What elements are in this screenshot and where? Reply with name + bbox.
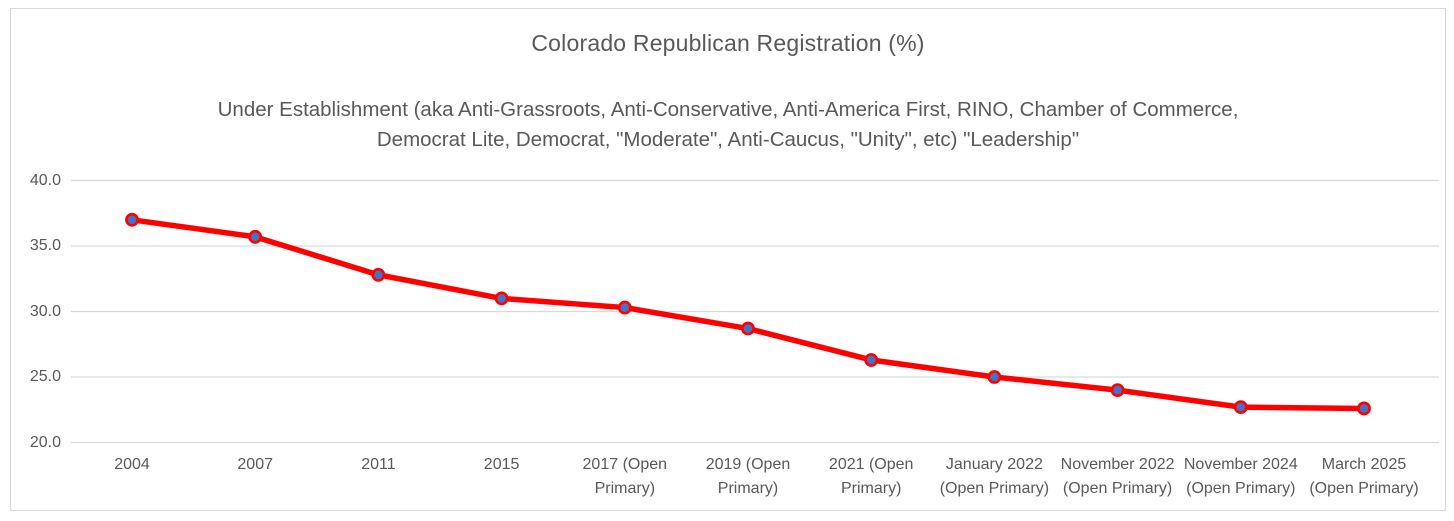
chart-subtitle: Under Establishment (aka Anti-Grassroots… bbox=[11, 95, 1445, 155]
x-tick-label: 2019 (Open Primary) bbox=[682, 453, 814, 501]
data-point-marker bbox=[494, 291, 509, 306]
x-tick-label-line: 2011 bbox=[361, 456, 396, 473]
x-tick-label-line: Primary) bbox=[594, 480, 656, 497]
data-point-marker bbox=[248, 229, 263, 244]
data-point-marker bbox=[741, 321, 755, 336]
data-point-marker bbox=[125, 212, 139, 227]
chart-subtitle-line-1: Under Establishment (aka Anti-Grassroots… bbox=[217, 98, 1239, 121]
data-point-marker bbox=[371, 267, 386, 282]
x-tick-label-line: 2019 (Open bbox=[705, 456, 791, 473]
x-tick-label-line: 2021 (Open bbox=[828, 456, 914, 473]
data-point-marker bbox=[1110, 383, 1125, 397]
x-tick-label: January 2022 (Open Primary) bbox=[928, 453, 1060, 501]
x-tick-label: 2004 bbox=[66, 453, 198, 477]
x-tick-label: 2015 bbox=[436, 453, 568, 477]
data-point-marker bbox=[1233, 400, 1248, 415]
x-tick-label: 2021 (Open Primary) bbox=[805, 453, 937, 501]
line-chart-plot-area bbox=[71, 179, 1439, 444]
x-tick-label-line: (Open Primary) bbox=[939, 480, 1050, 497]
x-tick-label: 2007 bbox=[189, 453, 321, 477]
y-tick-label: 20.0 bbox=[29, 433, 61, 451]
x-tick-label-line: January 2022 bbox=[945, 456, 1043, 473]
x-tick-label-line: 2017 (Open bbox=[582, 456, 668, 473]
x-tick-label-line: 2015 bbox=[483, 456, 520, 473]
chart-title: Colorado Republican Registration (%) bbox=[531, 30, 925, 56]
x-tick-label: March 2025 (Open Primary) bbox=[1298, 453, 1430, 501]
x-tick-label: November 2024 (Open Primary) bbox=[1175, 453, 1307, 501]
data-point-marker bbox=[864, 353, 879, 367]
x-tick-label-line: Primary) bbox=[840, 480, 902, 497]
y-tick-label: 25.0 bbox=[29, 368, 61, 385]
data-point-marker bbox=[987, 370, 1002, 384]
trend-line bbox=[129, 217, 1367, 412]
data-point-marker bbox=[1357, 401, 1371, 416]
x-tick-label: 2017 (Open Primary) bbox=[559, 453, 691, 501]
x-tick-label-line: 2004 bbox=[114, 456, 150, 473]
x-tick-label-line: March 2025 bbox=[1321, 456, 1407, 473]
y-tick-label: 35.0 bbox=[29, 237, 61, 254]
data-point-marker bbox=[617, 300, 632, 315]
x-tick-label-line: Primary) bbox=[717, 480, 779, 497]
x-tick-label-line: November 2024 bbox=[1183, 456, 1298, 473]
x-tick-label-line: November 2022 bbox=[1060, 456, 1175, 473]
x-tick-label-line: (Open Primary) bbox=[1309, 480, 1419, 497]
y-tick-label: 40.0 bbox=[29, 171, 61, 189]
x-tick-label-line: (Open Primary) bbox=[1062, 480, 1173, 497]
y-tick-label: 30.0 bbox=[29, 302, 61, 320]
x-tick-label-line: (Open Primary) bbox=[1186, 480, 1296, 497]
x-tick-label: November 2022 (Open Primary) bbox=[1052, 453, 1184, 501]
x-tick-label-line: 2007 bbox=[237, 456, 273, 473]
chart-subtitle-line-2: Democrat Lite, Democrat, "Moderate", Ant… bbox=[376, 128, 1080, 151]
chart-frame: Colorado Republican Registration (%) Und… bbox=[10, 8, 1446, 511]
x-tick-label: 2011 bbox=[312, 453, 444, 477]
